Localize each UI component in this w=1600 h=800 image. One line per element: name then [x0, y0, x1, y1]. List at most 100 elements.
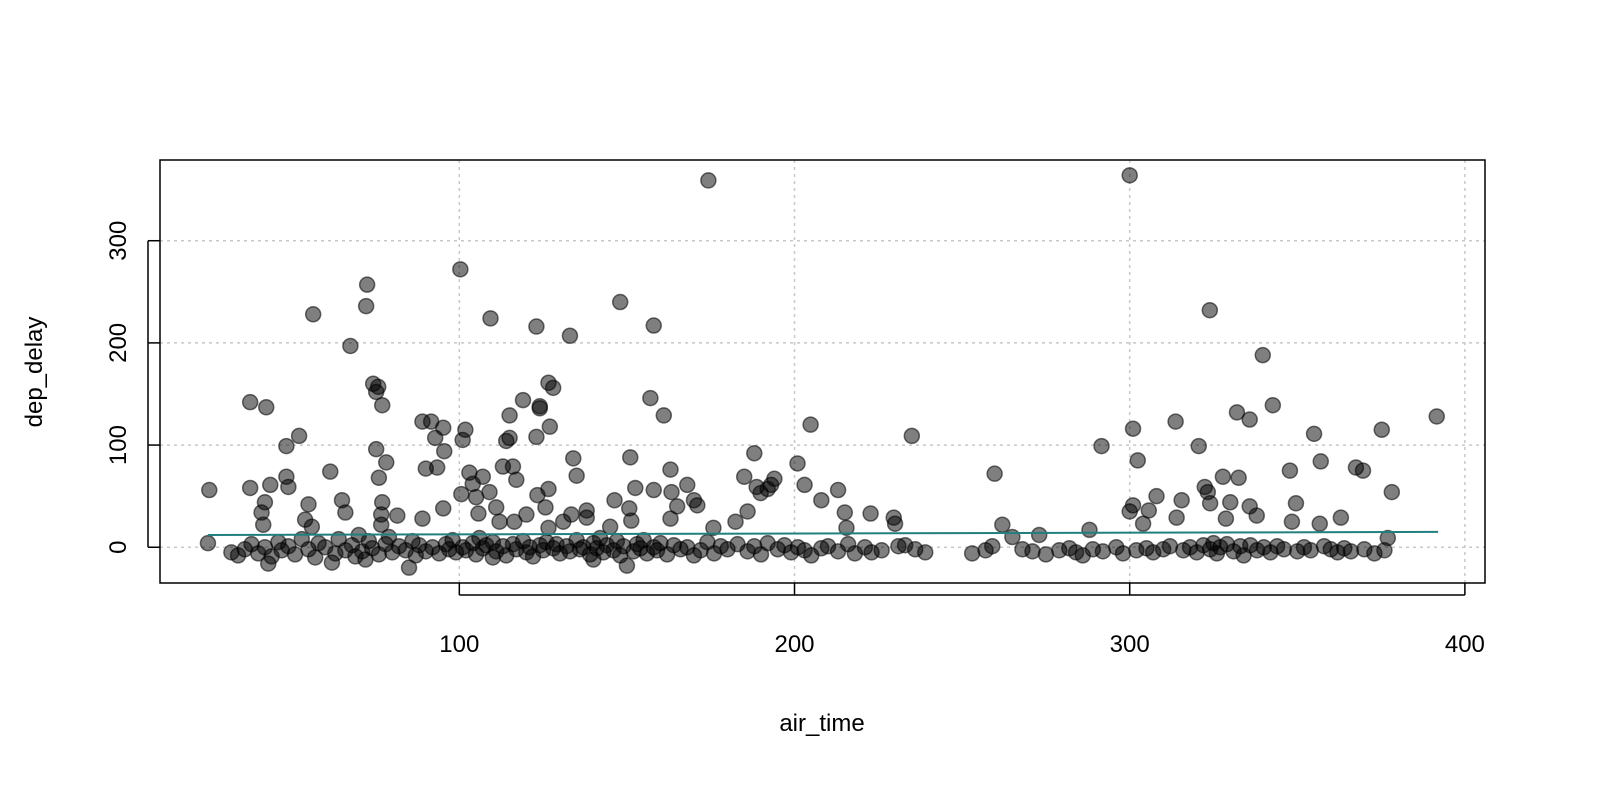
data-point	[568, 467, 585, 484]
data-point	[645, 481, 662, 499]
data-point	[963, 545, 981, 562]
data-point	[645, 317, 662, 334]
data-point	[1264, 396, 1282, 414]
data-point	[378, 454, 395, 471]
data-point	[531, 400, 549, 417]
data-point	[303, 518, 321, 536]
data-point	[540, 480, 557, 498]
x-axis-label: air_time	[779, 710, 864, 737]
data-point	[373, 396, 391, 414]
data-point	[544, 379, 562, 397]
data-point	[1228, 404, 1246, 421]
data-point	[1342, 543, 1360, 560]
data-point	[1311, 515, 1329, 532]
data-point	[508, 471, 525, 489]
data-point	[1383, 483, 1401, 501]
data-point	[428, 459, 446, 476]
data-point	[705, 519, 722, 537]
data-point	[886, 515, 904, 532]
data-point	[470, 505, 487, 522]
data-point	[541, 418, 559, 435]
data-point	[528, 428, 545, 446]
data-point	[435, 442, 453, 460]
data-point	[304, 306, 322, 323]
data-point	[254, 516, 272, 534]
data-point	[561, 327, 579, 344]
data-point	[528, 318, 545, 335]
data-point	[1305, 425, 1323, 443]
data-point	[986, 465, 1003, 482]
data-point	[565, 450, 582, 467]
data-point	[611, 293, 629, 311]
data-point	[1121, 503, 1138, 520]
data-point	[1222, 494, 1239, 511]
data-point	[994, 516, 1011, 534]
data-point	[1287, 495, 1305, 512]
data-point	[367, 440, 385, 458]
data-point	[642, 389, 659, 407]
data-point	[1241, 411, 1258, 428]
data-point	[1275, 541, 1293, 558]
data-point	[258, 399, 275, 416]
y-axis-label: dep_delay	[21, 317, 48, 428]
data-point	[474, 468, 492, 485]
data-point	[746, 444, 763, 462]
data-point	[689, 497, 706, 514]
data-point	[389, 507, 406, 524]
data-point	[358, 276, 376, 293]
data-point	[1201, 495, 1219, 512]
data-point	[537, 499, 554, 516]
data-point	[739, 503, 756, 520]
data-point	[434, 500, 452, 517]
data-point	[504, 458, 522, 475]
data-point	[1167, 413, 1184, 430]
data-point	[679, 476, 696, 494]
data-point	[1214, 468, 1232, 485]
data-point	[1254, 346, 1272, 364]
data-point	[201, 481, 218, 499]
data-point	[501, 407, 518, 424]
data-point	[518, 506, 535, 523]
data-point	[262, 476, 279, 494]
data-point	[380, 528, 398, 546]
data-point	[241, 393, 259, 411]
data-point	[482, 310, 499, 327]
axes: 100 200 300 400 0 100 200 300	[105, 221, 1485, 658]
data-point	[1201, 301, 1219, 319]
data-point	[491, 513, 508, 530]
data-point	[1129, 452, 1146, 469]
data-point	[280, 478, 297, 496]
data-point	[434, 419, 452, 436]
data-point	[487, 499, 505, 516]
data-point	[1283, 513, 1301, 530]
data-point	[655, 407, 673, 424]
data-point	[370, 469, 388, 487]
data-point	[1173, 491, 1190, 509]
data-point	[862, 505, 879, 522]
data-point	[727, 513, 744, 530]
data-point	[1114, 545, 1132, 562]
data-point	[540, 519, 557, 537]
data-point	[606, 491, 623, 509]
data-point	[290, 427, 308, 445]
points	[199, 167, 1445, 576]
data-point	[1148, 487, 1165, 505]
data-point	[838, 519, 855, 537]
y-tick-label: 200	[105, 323, 132, 363]
data-point	[663, 483, 680, 501]
data-point	[916, 544, 934, 561]
data-point	[241, 479, 259, 497]
data-point	[1121, 167, 1138, 184]
x-tick-label: 100	[439, 631, 479, 658]
data-point	[1354, 462, 1372, 479]
data-point	[1124, 420, 1142, 437]
grid	[160, 160, 1485, 583]
data-point	[506, 513, 523, 530]
data-point	[1312, 453, 1330, 470]
data-point	[481, 483, 498, 501]
data-point	[789, 455, 806, 472]
data-point	[1373, 421, 1391, 438]
data-point	[1332, 509, 1350, 526]
y-tick-label: 100	[105, 425, 132, 465]
